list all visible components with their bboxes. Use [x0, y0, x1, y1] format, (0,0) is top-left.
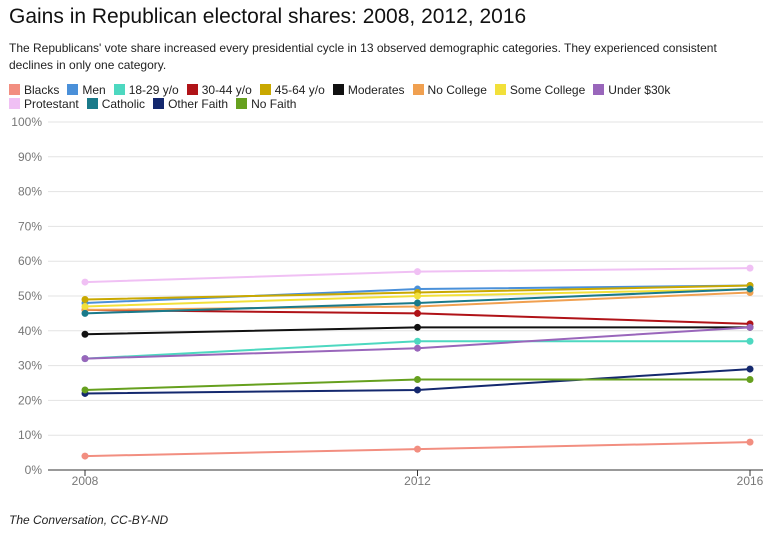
data-point [746, 438, 754, 446]
legend-label: Protestant [24, 97, 79, 111]
y-tick-label: 70% [18, 219, 42, 233]
data-point [746, 365, 754, 373]
data-point [81, 452, 89, 460]
legend-item[interactable]: 45-64 y/o [259, 83, 325, 97]
legend-swatch [332, 84, 344, 95]
data-point [81, 295, 89, 303]
legend-label: Some College [509, 83, 586, 97]
legend-swatch [67, 84, 79, 95]
legend-item[interactable]: Catholic [86, 97, 146, 111]
data-point [746, 264, 754, 272]
legend-label: Catholic [101, 97, 146, 111]
data-point [81, 330, 89, 338]
y-tick-label: 40% [18, 324, 42, 338]
data-point [81, 302, 89, 310]
data-point [746, 323, 754, 331]
legend-row: Protestant Catholic Other Faith No Faith [9, 97, 764, 111]
legend-item[interactable]: No College [412, 83, 487, 97]
data-point [414, 292, 421, 300]
legend-label: Men [82, 83, 106, 97]
y-tick-label: 50% [18, 289, 42, 303]
legend-item[interactable]: 18-29 y/o [113, 83, 179, 97]
legend-label: Moderates [347, 83, 405, 97]
y-tick-label: 30% [18, 359, 42, 373]
data-point [414, 386, 421, 394]
data-point [414, 299, 421, 307]
legend-item[interactable]: Men [67, 83, 106, 97]
y-tick-label: 10% [18, 428, 42, 442]
data-point [81, 278, 89, 286]
x-tick-label: 2016 [737, 474, 764, 488]
data-point [81, 386, 89, 394]
data-point [746, 285, 754, 293]
y-tick-label: 60% [18, 254, 42, 268]
legend-label: Other Faith [168, 97, 229, 111]
data-point [81, 355, 89, 363]
legend-item[interactable]: Other Faith [153, 97, 228, 111]
x-tick-label: 2012 [404, 474, 431, 488]
legend-swatch [9, 84, 20, 95]
legend: Blacks Men 18-29 y/o 30-44 y/o 45-64 y/o Mode… [9, 83, 764, 111]
legend-label: 45-64 y/o [274, 83, 325, 97]
data-point [414, 323, 421, 331]
y-tick-label: 100% [11, 115, 42, 129]
legend-item[interactable]: No Faith [236, 97, 296, 111]
legend-item[interactable]: 30-44 y/o [186, 83, 252, 97]
legend-label: Blacks [24, 83, 60, 97]
data-point [81, 309, 89, 317]
legend-swatch [9, 98, 20, 109]
legend-swatch [494, 84, 506, 95]
legend-label: Under $30k [608, 83, 671, 97]
legend-item[interactable]: Under $30k [593, 83, 670, 97]
legend-item[interactable]: Moderates [332, 83, 405, 97]
legend-swatch [259, 84, 271, 95]
legend-label: 30-44 y/o [201, 83, 252, 97]
chart-subtitle: The Republicans' vote share increased ev… [9, 41, 717, 72]
data-point [414, 376, 421, 384]
data-point [746, 376, 754, 384]
data-point [414, 268, 421, 276]
data-point [414, 445, 421, 453]
source-credit: The Conversation, CC-BY-ND [9, 513, 169, 527]
legend-swatch [236, 98, 248, 109]
legend-row: Blacks Men 18-29 y/o 30-44 y/o 45-64 y/o Mode… [9, 83, 764, 97]
x-tick-label: 2008 [72, 474, 99, 488]
legend-swatch [113, 84, 125, 95]
legend-swatch [86, 98, 98, 109]
y-tick-label: 20% [18, 393, 42, 407]
y-tick-label: 0% [25, 463, 43, 477]
data-point [414, 344, 421, 352]
data-point [414, 309, 421, 317]
chart-title: Gains in Republican electoral shares: 20… [9, 5, 527, 28]
legend-swatch [186, 84, 198, 95]
data-point [746, 337, 754, 345]
legend-swatch [412, 84, 424, 95]
legend-label: No College [427, 83, 487, 97]
y-tick-label: 80% [18, 185, 42, 199]
data-point [414, 337, 421, 345]
legend-label: 18-29 y/o [128, 83, 179, 97]
legend-item[interactable]: Blacks [9, 83, 59, 97]
y-tick-label: 90% [18, 150, 42, 164]
legend-swatch [153, 98, 165, 109]
legend-item[interactable]: Protestant [9, 97, 79, 111]
legend-item[interactable]: Some College [494, 83, 586, 97]
legend-swatch [593, 84, 605, 95]
legend-label: No Faith [251, 97, 297, 111]
